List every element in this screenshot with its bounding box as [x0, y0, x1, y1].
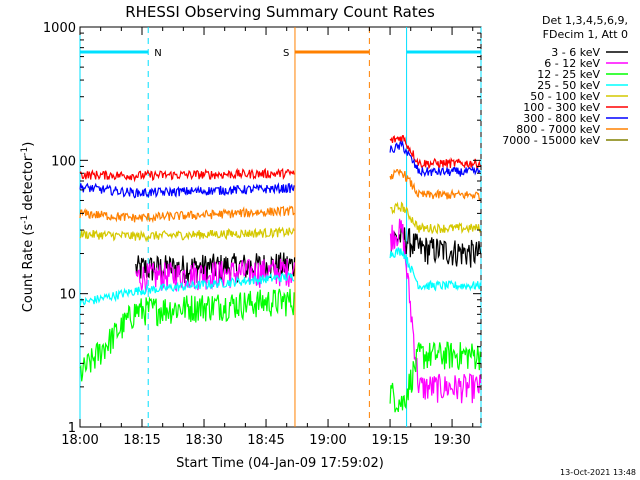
legend-label: 6 - 12 keV — [544, 57, 600, 70]
y-tick-label: 10 — [59, 288, 76, 303]
legend-label: 7000 - 15000 keV — [502, 134, 600, 147]
legend-header-line-1: Det 1,3,4,5,6,9, — [542, 14, 628, 27]
series-line — [79, 182, 295, 199]
series-line — [389, 135, 481, 170]
series-line — [135, 258, 296, 293]
series-line — [389, 224, 482, 268]
legend-label: 3 - 6 keV — [551, 46, 600, 59]
axes-layer: 18:00 18:15 18:30 18:45 19:00 19:15 19:30 1 10 10… — [43, 21, 481, 448]
x-tick-label: 19:15 — [371, 433, 408, 448]
flag-label-S: S — [283, 48, 289, 59]
flag-label-N: N — [154, 48, 161, 59]
series-line — [79, 167, 295, 183]
legend-header-line-2: FDecim 1, Att 0 — [543, 28, 628, 41]
x-tick-label: 19:30 — [433, 433, 470, 448]
x-tick-label: 19:00 — [309, 433, 346, 448]
series-line — [79, 288, 295, 382]
legend: Det 1,3,4,5,6,9, FDecim 1, Att 0 3 - 6 k… — [502, 14, 628, 147]
series-line — [79, 205, 295, 224]
legend-label: 100 - 300 keV — [523, 101, 600, 114]
x-tick-label: 18:45 — [247, 433, 284, 448]
legend-label: 25 - 50 keV — [537, 79, 600, 92]
x-axis-label: Start Time (04-Jan-09 17:59:02) — [176, 456, 384, 471]
series-layer — [79, 135, 482, 413]
series-line — [389, 201, 481, 235]
y-axis-label: Count Rate (s-1 detector-1) — [20, 142, 36, 313]
legend-label: 12 - 25 keV — [537, 68, 600, 81]
y-tick-label: 1000 — [43, 21, 76, 36]
x-tick-label: 18:00 — [61, 433, 98, 448]
plot-frame — [79, 26, 482, 428]
series-line — [389, 246, 481, 292]
x-tick-label: 18:30 — [185, 433, 222, 448]
series-line — [389, 140, 481, 178]
series-line — [79, 226, 295, 243]
series-line — [389, 218, 482, 404]
legend-label: 800 - 7000 keV — [516, 123, 600, 136]
footer-timestamp: 13-Oct-2021 13:48 — [560, 468, 636, 477]
series-line — [389, 169, 481, 201]
legend-label: 50 - 100 keV — [530, 90, 600, 103]
series-line — [389, 341, 481, 413]
chart-title: RHESSI Observing Summary Count Rates — [125, 3, 435, 21]
series-line — [79, 271, 295, 308]
x-tick-label: 18:15 — [123, 433, 160, 448]
y-tick-label: 1 — [68, 421, 76, 436]
legend-label: 300 - 800 keV — [523, 112, 600, 125]
y-tick-label: 100 — [51, 154, 76, 169]
